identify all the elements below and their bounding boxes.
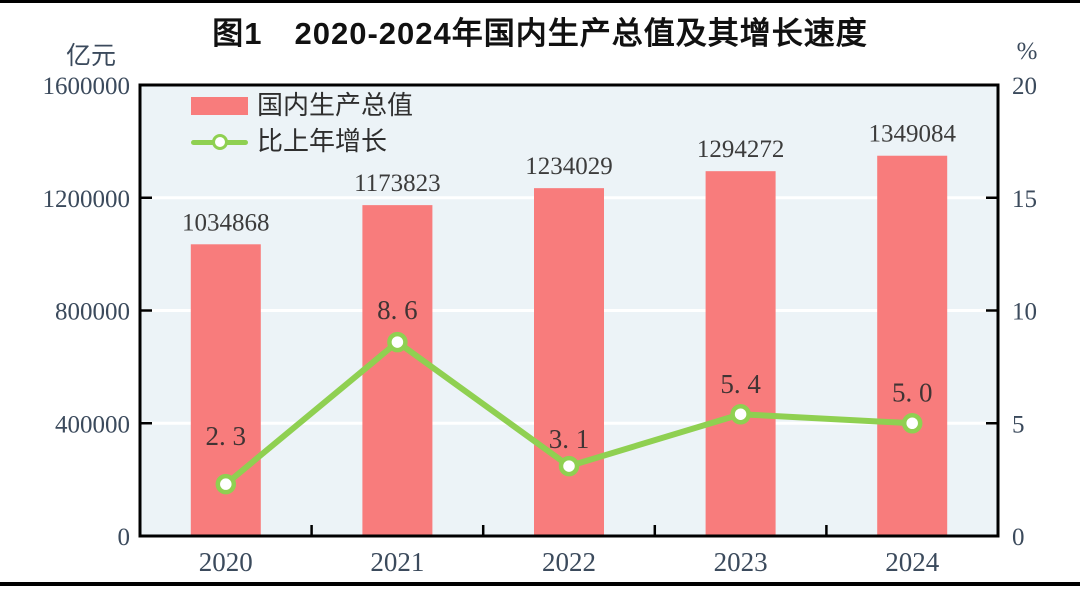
gdp-bar-2024 — [877, 155, 948, 537]
bar-value-label-2024: 1349084 — [868, 121, 956, 148]
growth-marker-2020 — [215, 473, 237, 495]
legend-line-swatch-icon — [191, 133, 248, 151]
left-axis-tick-label: 0 — [118, 524, 131, 551]
x-axis-label-2022: 2022 — [542, 547, 596, 577]
gdp-bar-2023 — [705, 171, 776, 537]
legend-item-growth: 比上年增长 — [191, 128, 413, 156]
right-axis-tick-label: 15 — [1012, 186, 1037, 213]
bar-value-label-2023: 1294272 — [697, 136, 785, 163]
legend-bar-swatch-icon — [191, 97, 248, 115]
growth-value-label-2024: 5. 0 — [892, 377, 933, 407]
legend-item-gdp: 国内生产总值 — [191, 92, 413, 120]
chart-legend: 国内生产总值 比上年增长 — [191, 92, 413, 164]
growth-marker-2021 — [387, 331, 408, 353]
legend-line-label: 比上年增长 — [257, 127, 388, 156]
chart-title: 图1 2020-2024年国内生产总值及其增长速度 — [212, 16, 868, 51]
bottom-divider-rule — [0, 582, 1080, 586]
bar-value-label-2021: 1173823 — [354, 170, 441, 197]
left-axis-tick-label: 1600000 — [43, 73, 131, 100]
left-axis-tick-label: 400000 — [55, 411, 130, 438]
bar-value-label-2020: 1034868 — [182, 209, 270, 236]
top-divider-rule — [0, 0, 1080, 3]
right-axis-unit-label: % — [1016, 38, 1038, 65]
growth-marker-2023 — [730, 403, 751, 425]
x-axis-label-2021: 2021 — [370, 547, 424, 577]
left-axis-tick-label: 1200000 — [43, 186, 131, 213]
right-axis-tick-label: 5 — [1012, 411, 1025, 438]
left-axis-unit-label: 亿元 — [65, 43, 116, 70]
gdp-bar-2022 — [534, 188, 604, 536]
x-axis-label-2023: 2023 — [714, 547, 768, 577]
legend-bar-label: 国内生产总值 — [257, 91, 414, 120]
gdp-bar-2021 — [362, 205, 433, 536]
bar-value-label-2022: 1234029 — [525, 153, 613, 180]
right-axis-tick-label: 0 — [1012, 524, 1025, 551]
growth-value-label-2021: 8. 6 — [377, 295, 418, 325]
x-axis-label-2024: 2024 — [885, 547, 940, 577]
growth-value-label-2020: 2. 3 — [206, 421, 247, 451]
growth-marker-2024 — [901, 413, 923, 434]
growth-value-label-2023: 5. 4 — [720, 369, 761, 399]
right-axis-tick-label: 10 — [1012, 299, 1037, 326]
left-axis-tick-label: 800000 — [55, 299, 130, 326]
x-axis-label-2020: 2020 — [199, 547, 253, 577]
growth-value-label-2022: 3. 1 — [549, 424, 590, 454]
growth-marker-2022 — [558, 455, 580, 477]
right-axis-tick-label: 20 — [1012, 73, 1037, 100]
